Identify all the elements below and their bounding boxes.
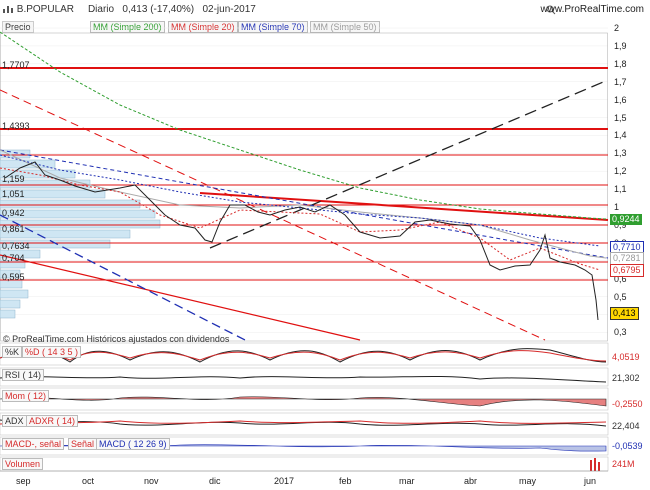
volume-label[interactable]: Volumen: [2, 458, 44, 470]
level-label: 0,942: [2, 208, 25, 218]
ma20-value-tag: 0,6795: [610, 264, 644, 277]
time-tick-label: oct: [82, 476, 95, 486]
price-tick-label: 1,6: [614, 94, 627, 105]
stoch-k-label[interactable]: %K: [2, 346, 23, 358]
last-price-tag: 0,413: [610, 307, 639, 320]
price-tick-label: 1: [614, 202, 620, 212]
price-tick-label: 1,4: [614, 130, 627, 141]
rsi-value: 21,302: [612, 373, 640, 383]
macd-value: -0,0539: [612, 441, 643, 451]
legend-ma70[interactable]: MM (Simple 70): [238, 21, 308, 33]
adxr-line: [0, 420, 607, 425]
adx-label[interactable]: ADX: [2, 415, 27, 427]
mom-label[interactable]: Mom ( 12): [2, 390, 50, 402]
price-tick-label: 0,6: [614, 273, 627, 284]
ma70-line: [0, 154, 601, 247]
ma200-value-tag: 0,9244: [610, 214, 642, 225]
chart-header: B.POPULAR Diario 0,413 (-17,40%) 02-jun-…: [0, 0, 650, 20]
mom-area: [0, 396, 607, 407]
price-tick-label: 1,1: [614, 184, 627, 195]
ma200-line: [0, 31, 607, 220]
rsi-label[interactable]: RSI ( 14): [2, 369, 45, 381]
level-label: 1,159: [2, 174, 25, 184]
time-tick-label: may: [519, 476, 537, 486]
adx-line: [0, 419, 607, 427]
rsi-line: [0, 375, 607, 383]
price-tick-label: 2: [614, 23, 620, 33]
watermark: © ProRealTime.com Históricos ajustados c…: [3, 334, 230, 344]
ma50-line: [0, 149, 607, 259]
adxr-label[interactable]: ADXR ( 14): [26, 415, 79, 427]
time-tick-label: abr: [464, 476, 478, 486]
chart-title: B.POPULAR Diario 0,413 (-17,40%) 02-jun-…: [2, 4, 256, 15]
quote-date: 02-jun-2017: [202, 4, 256, 15]
time-tick-label: nov: [144, 476, 159, 486]
symbol-name: B.POPULAR: [16, 4, 75, 15]
chart-frame: [0, 32, 608, 342]
chart-icon: [2, 4, 14, 14]
level-label: 1,051: [2, 189, 25, 199]
search-icon[interactable]: [546, 5, 556, 15]
time-tick-label: dic: [209, 476, 221, 486]
price-tick-label: 1,9: [614, 40, 627, 51]
volume-value: 241M: [612, 459, 635, 469]
indicator-panels: [0, 342, 609, 472]
support-resistance-lines: [0, 67, 608, 281]
price-legend: Precio MM (Simple 200) MM (Simple 20) MM…: [0, 20, 610, 33]
ma70-value-tag: 0,7710: [610, 241, 644, 254]
level-label: 0,7634: [2, 241, 30, 251]
price-tick-label: 1,8: [614, 58, 627, 69]
level-label: 1,4393: [2, 121, 30, 131]
volume-bars: [590, 458, 600, 471]
legend-price[interactable]: Precio: [2, 21, 34, 33]
time-tick-label: feb: [339, 476, 352, 486]
time-tick-label: sep: [16, 476, 31, 486]
period-label: Diario: [87, 4, 115, 15]
level-label: 0,704: [2, 253, 25, 263]
time-tick-label: 2017: [274, 476, 295, 486]
trend-lines: [0, 79, 609, 341]
time-tick-label: mar: [399, 476, 415, 486]
price-tick-label: 1,7: [614, 76, 627, 87]
level-label: 0,595: [2, 272, 25, 282]
macd-signal-diff-label[interactable]: MACD-, señal: [2, 438, 65, 450]
time-tick-label: jun: [584, 476, 597, 486]
price-tick-label: 1,5: [614, 112, 627, 123]
price-tick-label: 0,5: [614, 291, 627, 302]
legend-ma200[interactable]: MM (Simple 200): [90, 21, 165, 33]
adx-value: 22,404: [612, 421, 640, 431]
price-tick-label: 1,3: [614, 148, 627, 159]
price-tick-label: 0,3: [614, 327, 627, 338]
level-label: 0,861: [2, 224, 25, 234]
price-tick-label: 1,2: [614, 166, 627, 177]
chart-grid: [0, 27, 608, 342]
legend-ma50[interactable]: MM (Simple 50): [310, 21, 380, 33]
quote-value: 0,413 (-17,40%): [122, 4, 195, 15]
stoch-value: 4,0519: [612, 352, 640, 362]
legend-ma20[interactable]: MM (Simple 20): [168, 21, 238, 33]
stoch-d-line: [0, 350, 607, 362]
site-label: www.ProRealTime.com: [540, 4, 644, 15]
price-line: [4, 161, 599, 321]
macd-label[interactable]: MACD ( 12 26 9): [96, 438, 170, 450]
ma20-line: [0, 167, 601, 271]
mom-value: -0,2550: [612, 399, 643, 409]
stoch-k-line: [0, 348, 607, 363]
header-toolbar: [543, 4, 556, 15]
stoch-d-label[interactable]: %D ( 14 3 5 ): [22, 346, 82, 358]
macd-signal-label[interactable]: Señal: [68, 438, 98, 450]
level-label: 1,7707: [2, 60, 30, 70]
